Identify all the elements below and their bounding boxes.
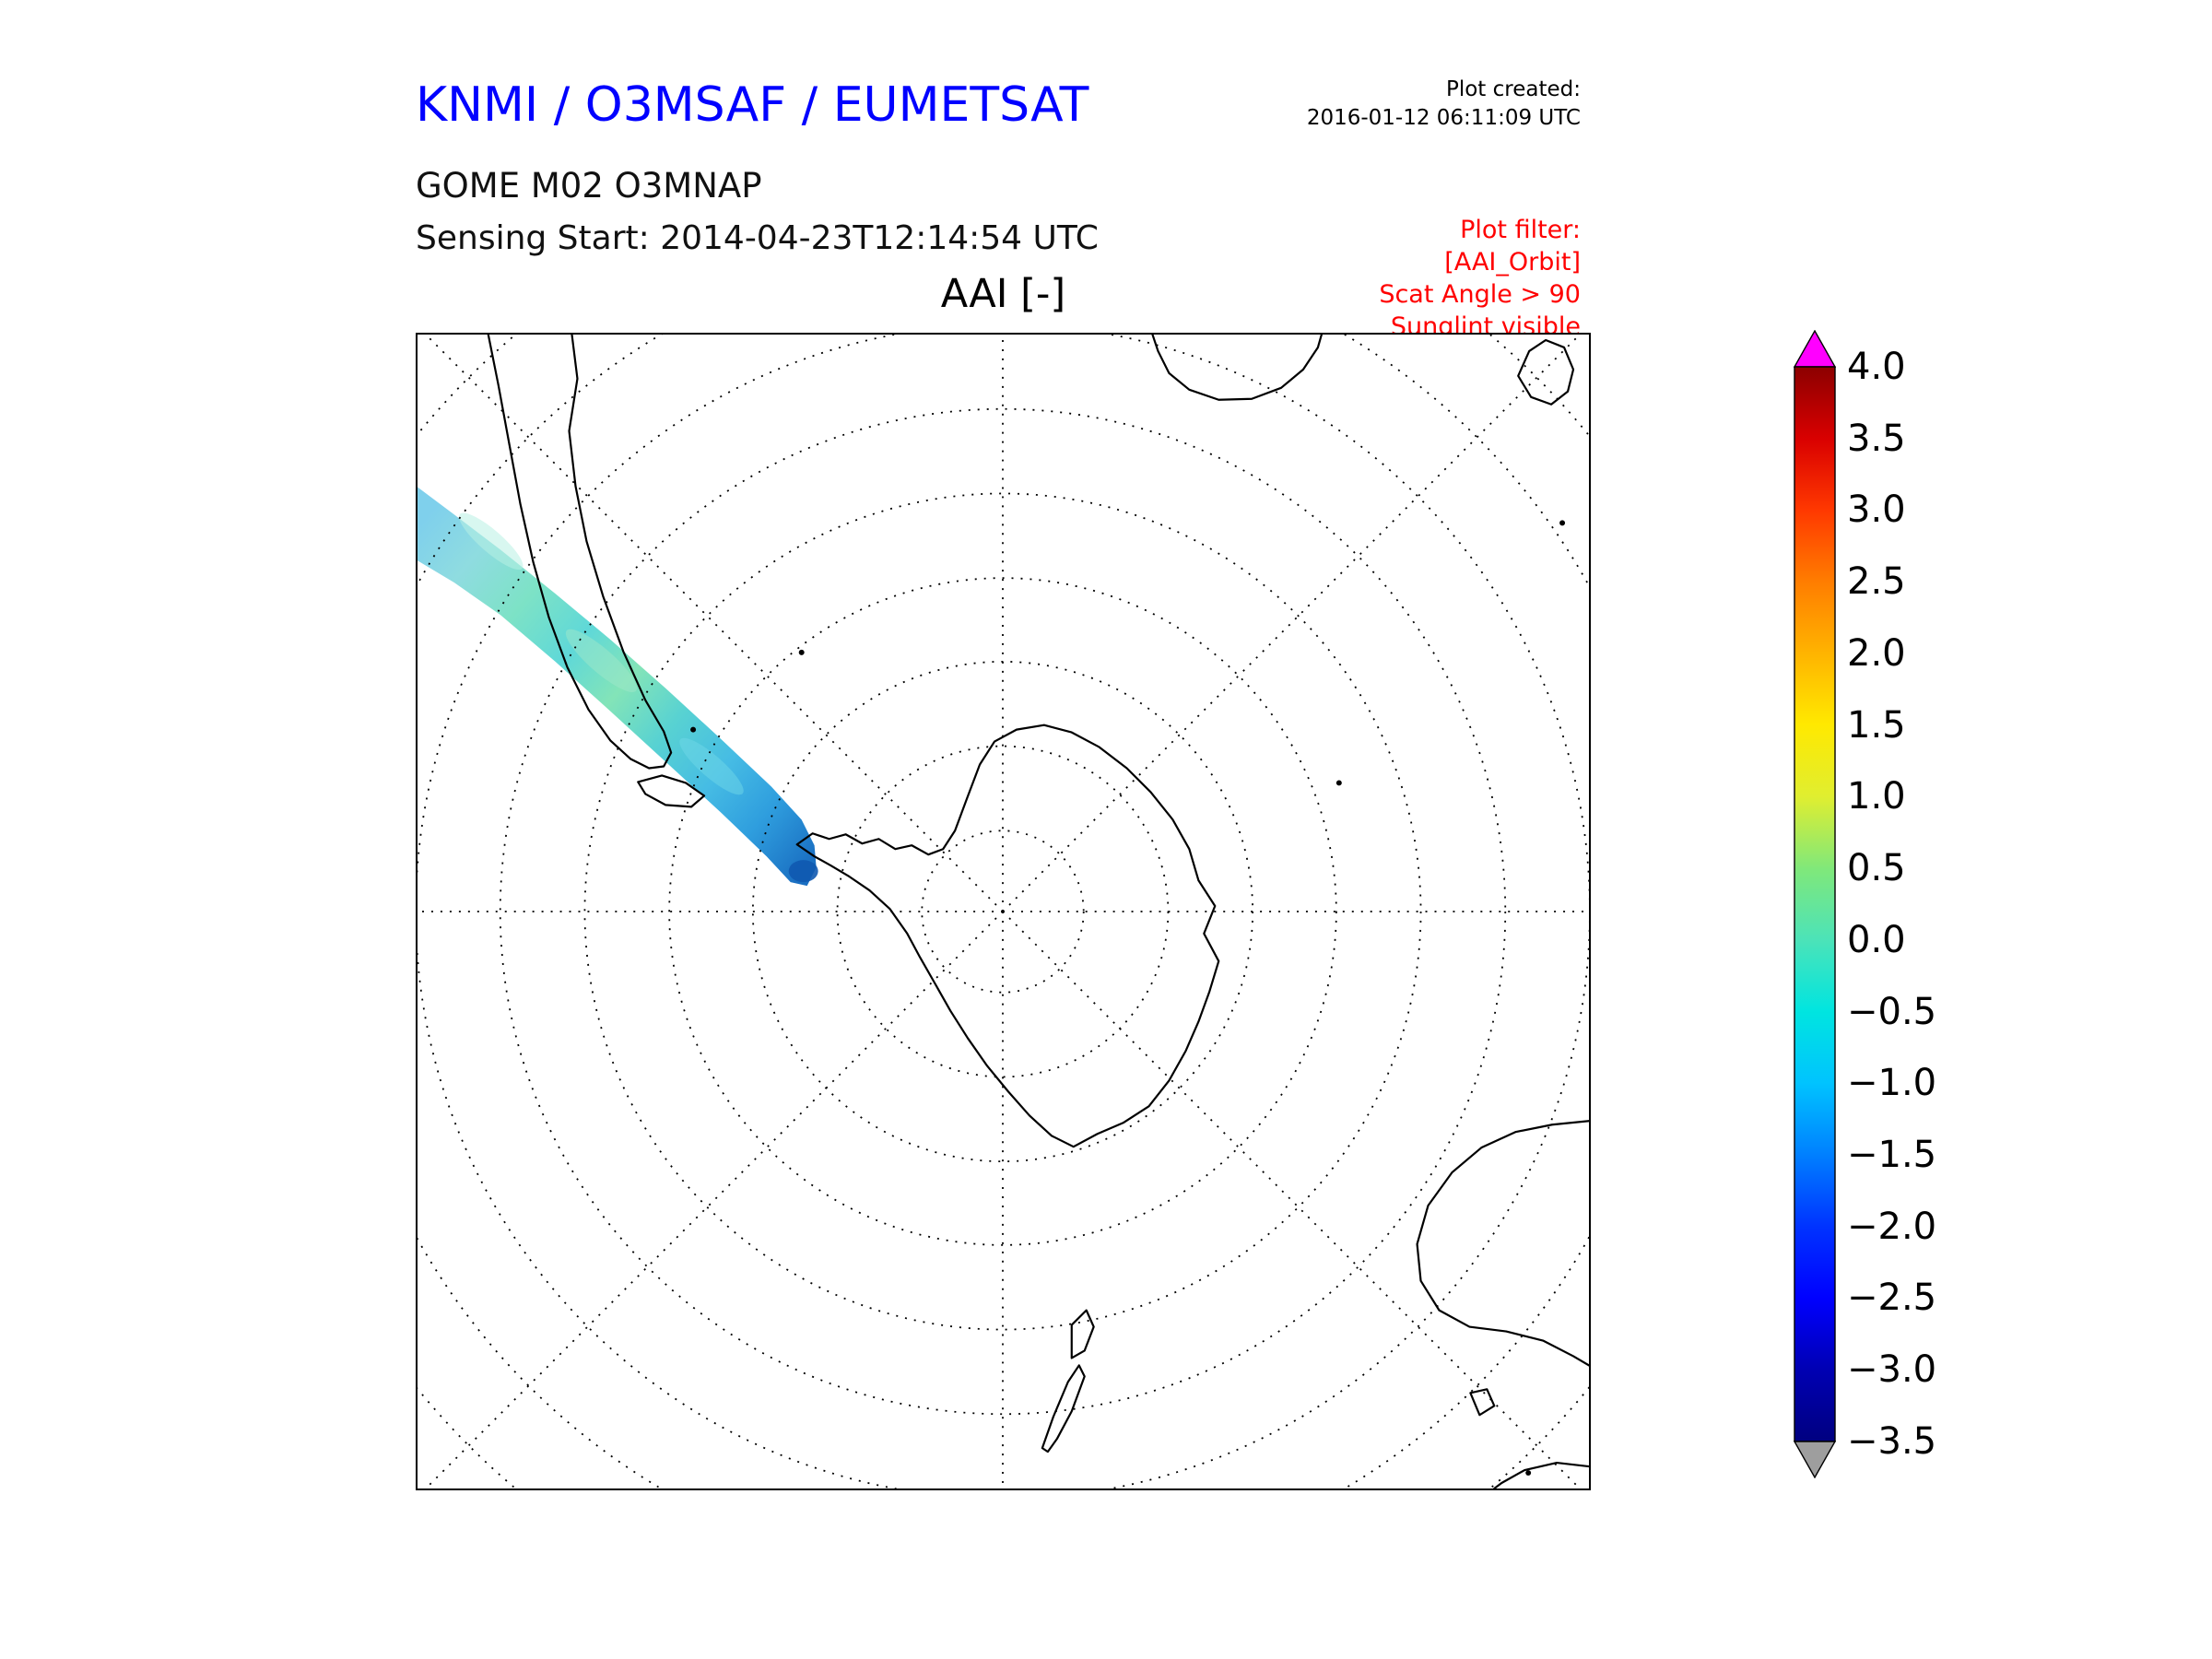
- graticule-latitude-circle: [583, 492, 1422, 1331]
- colorbar-tick-label: 1.0: [1847, 775, 1906, 818]
- colorbar-tick-label: 0.0: [1847, 918, 1906, 961]
- colorbar-tick-label: 0.5: [1847, 847, 1906, 890]
- plot-created-label: Plot created:: [1445, 77, 1581, 101]
- sensing-start-text: Sensing Start: 2014-04-23T12:14:54 UTC: [416, 219, 1099, 257]
- map-plot: [416, 333, 1591, 1490]
- island-dot: [1335, 780, 1342, 786]
- instrument-title: GOME M02 O3MNAP: [416, 166, 762, 206]
- graticule-meridian-line: [1002, 911, 1582, 1488]
- coastline: [1493, 1461, 1589, 1488]
- colorbar-tick-label: −3.0: [1847, 1348, 1937, 1392]
- colorbar-tick-label: 3.5: [1847, 417, 1906, 460]
- colorbar-over-arrow-icon: [1794, 330, 1836, 368]
- coastline: [637, 774, 706, 808]
- colorbar-tick-label: 2.5: [1847, 560, 1906, 604]
- colorbar-gradient-bar: [1794, 366, 1836, 1442]
- swath-mottle-patch: [565, 629, 637, 692]
- swath-mottle-patch: [679, 737, 744, 795]
- filter-line-1: Plot filter:: [1460, 216, 1581, 244]
- plot-title: AAI [-]: [940, 271, 1066, 317]
- colorbar-tick-label: −1.5: [1847, 1134, 1937, 1177]
- swath-end-patch: [788, 860, 818, 883]
- colorbar: [1794, 330, 1836, 1478]
- coastline: [1469, 1388, 1496, 1417]
- coastline: [1416, 1120, 1589, 1367]
- graticule-meridian-line: [424, 335, 1004, 912]
- plot-filter-block: Plot filter: [AAI_Orbit] Scat Angle > 90…: [1379, 214, 1581, 343]
- colorbar-tick-label: 2.0: [1847, 631, 1906, 675]
- island-dot: [1559, 520, 1566, 526]
- plot-created-block: Plot created: 2016-01-12 06:11:09 UTC: [1307, 76, 1581, 133]
- colorbar-tick-label: −2.5: [1847, 1277, 1937, 1320]
- coastline: [1070, 1309, 1095, 1359]
- coastline: [487, 335, 673, 770]
- colorbar-tick-label: −1.0: [1847, 1062, 1937, 1105]
- filter-line-2: [AAI_Orbit]: [1444, 248, 1581, 277]
- colorbar-tick-label: −2.0: [1847, 1205, 1937, 1248]
- graticule-latitude-circle: [499, 407, 1507, 1416]
- graticule-meridian-line: [424, 911, 1004, 1488]
- coastline: [1517, 338, 1575, 406]
- map-canvas: [418, 335, 1589, 1488]
- island-dot: [690, 726, 697, 733]
- swath-mottle-patch: [459, 512, 524, 571]
- colorbar-tick-label: −3.5: [1847, 1419, 1937, 1463]
- colorbar-tick-label: 1.5: [1847, 703, 1906, 747]
- colorbar-tick-label: 4.0: [1847, 346, 1906, 388]
- filter-line-3: Scat Angle > 90: [1379, 280, 1581, 310]
- coastline: [795, 724, 1220, 1148]
- colorbar-tick-label: 3.0: [1847, 488, 1906, 532]
- island-dot: [1525, 1470, 1532, 1477]
- coastline: [1151, 335, 1323, 401]
- graticule-latitude-circle: [921, 830, 1085, 994]
- colorbar-tick-label: −0.5: [1847, 990, 1937, 1033]
- plot-created-timestamp: 2016-01-12 06:11:09 UTC: [1306, 106, 1581, 131]
- colorbar-under-arrow-icon: [1794, 1441, 1836, 1478]
- organization-title: KNMI / O3MSAF / EUMETSAT: [416, 77, 1089, 133]
- graticule-meridian-line: [1002, 335, 1582, 912]
- coastline: [1041, 1364, 1086, 1453]
- island-dot: [798, 649, 805, 655]
